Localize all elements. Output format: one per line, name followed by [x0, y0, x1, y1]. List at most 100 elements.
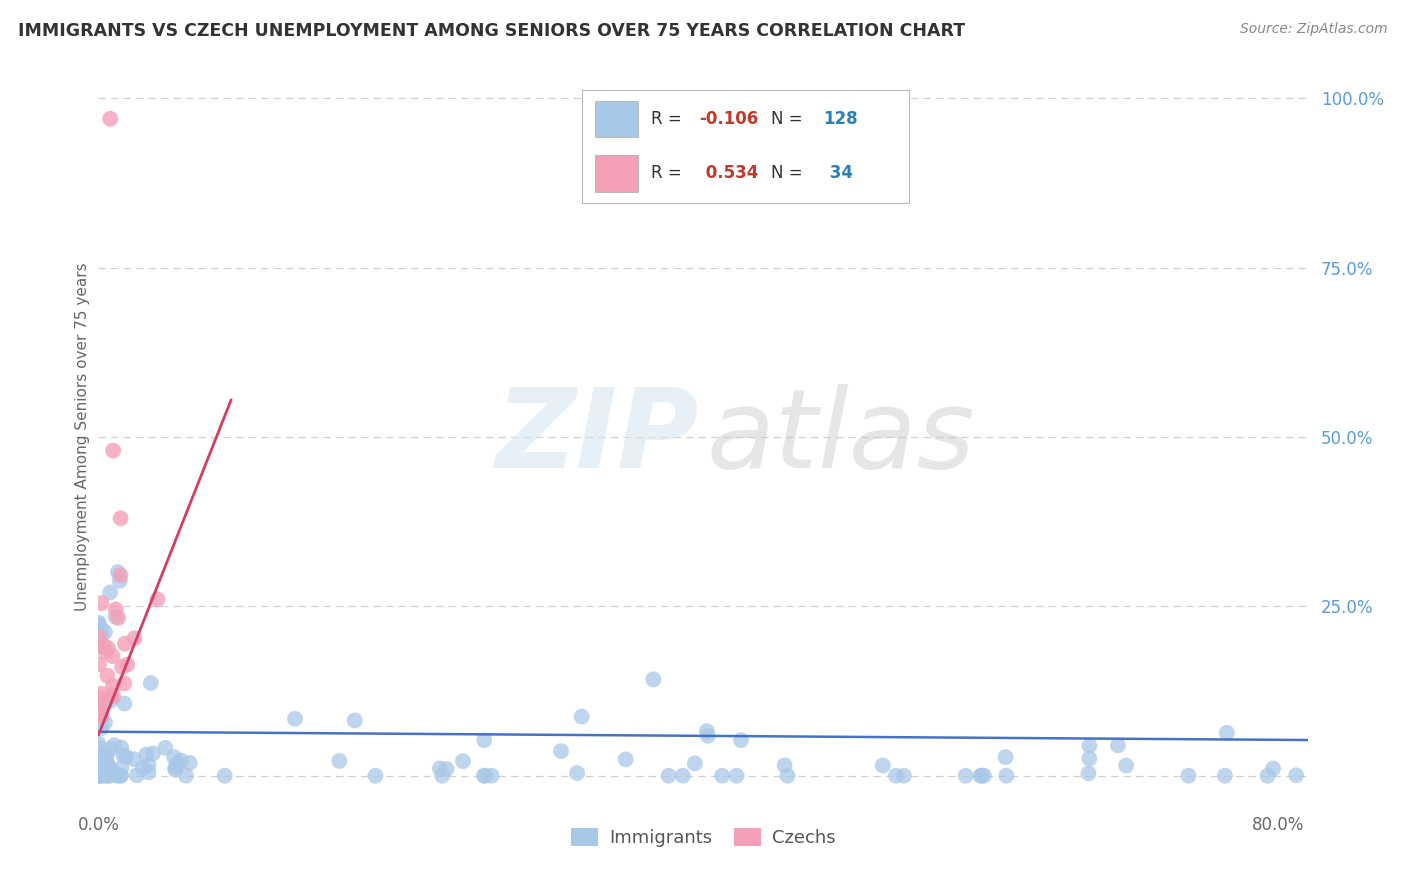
Point	[166, 757, 188, 772]
Point	[104, 602, 127, 616]
Point	[1115, 758, 1137, 772]
Point	[107, 611, 129, 625]
Point	[138, 765, 160, 780]
Point	[110, 769, 132, 783]
Point	[995, 769, 1018, 783]
Point	[100, 767, 122, 781]
Point	[776, 769, 799, 783]
Point	[104, 609, 127, 624]
Point	[87, 630, 110, 644]
Point	[139, 676, 162, 690]
Point	[110, 568, 132, 582]
Point	[138, 758, 160, 772]
Point	[90, 710, 112, 724]
Point	[125, 768, 148, 782]
Point	[994, 750, 1017, 764]
Point	[114, 637, 136, 651]
Point	[730, 733, 752, 747]
Point	[112, 676, 135, 690]
Point	[110, 511, 132, 525]
Point	[481, 769, 503, 783]
Point	[90, 753, 112, 767]
Point	[87, 764, 110, 779]
Point	[107, 565, 129, 579]
Point	[115, 750, 138, 764]
Point	[89, 763, 111, 777]
Point	[100, 694, 122, 708]
Y-axis label: Unemployment Among Seniors over 75 years: Unemployment Among Seniors over 75 years	[75, 263, 90, 611]
Point	[87, 769, 110, 783]
Point	[94, 697, 117, 711]
Point	[773, 758, 796, 772]
Point	[565, 766, 588, 780]
Point	[90, 721, 112, 735]
Point	[87, 758, 110, 772]
Point	[105, 769, 128, 783]
Point	[328, 754, 350, 768]
Point	[1107, 739, 1129, 753]
Point	[973, 769, 995, 783]
Point	[436, 762, 458, 776]
Point	[90, 640, 112, 654]
Point	[132, 761, 155, 775]
Text: ZIP: ZIP	[496, 384, 699, 491]
Point	[87, 741, 110, 756]
Point	[97, 641, 120, 656]
Point	[87, 690, 110, 705]
Point	[163, 750, 186, 764]
Point	[98, 112, 121, 126]
Point	[165, 763, 187, 777]
Point	[94, 769, 117, 783]
Point	[94, 645, 117, 659]
Point	[94, 625, 117, 640]
Point	[872, 758, 894, 772]
Point	[90, 596, 112, 610]
Point	[1078, 751, 1101, 765]
Point	[87, 617, 110, 632]
Point	[108, 574, 131, 588]
Point	[122, 752, 145, 766]
Point	[110, 761, 132, 775]
Point	[165, 761, 187, 775]
Point	[96, 765, 118, 780]
Point	[87, 755, 110, 769]
Point	[97, 769, 120, 783]
Point	[100, 741, 122, 756]
Point	[110, 740, 132, 755]
Point	[90, 702, 112, 716]
Point	[90, 707, 112, 722]
Point	[474, 769, 496, 783]
Point	[87, 615, 110, 630]
Point	[725, 769, 748, 783]
Point	[87, 769, 110, 783]
Point	[87, 702, 110, 716]
Point	[696, 729, 718, 743]
Text: IMMIGRANTS VS CZECH UNEMPLOYMENT AMONG SENIORS OVER 75 YEARS CORRELATION CHART: IMMIGRANTS VS CZECH UNEMPLOYMENT AMONG S…	[18, 22, 966, 40]
Point	[101, 764, 124, 778]
Point	[91, 769, 114, 783]
Point	[90, 703, 112, 717]
Point	[112, 748, 135, 763]
Point	[98, 769, 121, 783]
Point	[90, 687, 112, 701]
Point	[170, 754, 193, 768]
Point	[893, 769, 915, 783]
Point	[643, 673, 665, 687]
Point	[472, 733, 495, 747]
Point	[96, 749, 118, 764]
Point	[94, 715, 117, 730]
Point	[696, 724, 718, 739]
Point	[1177, 769, 1199, 783]
Point	[101, 679, 124, 693]
Legend: Immigrants, Czechs: Immigrants, Czechs	[562, 819, 844, 856]
Point	[90, 622, 112, 636]
Point	[94, 757, 117, 772]
Point	[658, 769, 681, 783]
Point	[117, 657, 139, 672]
Point	[103, 739, 125, 753]
Point	[89, 756, 111, 770]
Point	[110, 769, 132, 783]
Point	[89, 706, 111, 721]
Point	[155, 740, 177, 755]
Point	[89, 763, 111, 777]
